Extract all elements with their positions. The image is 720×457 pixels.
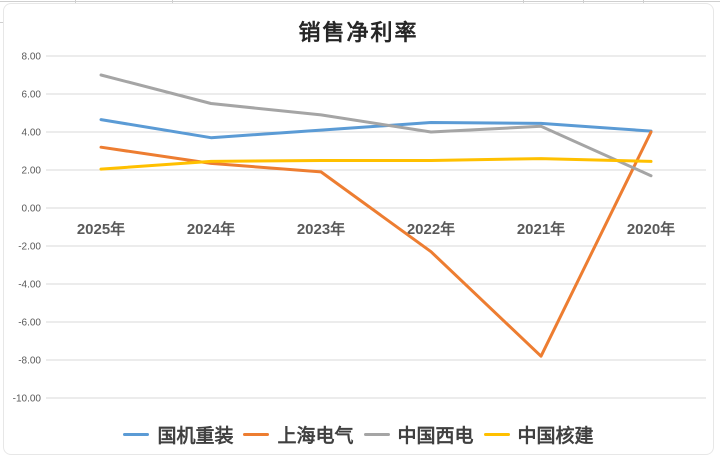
- legend-item-guoji-zhongzhuang[interactable]: 国机重装: [123, 421, 233, 448]
- spreadsheet-column-border: [643, 0, 644, 4]
- legend-item-zhongguo-xidian[interactable]: 中国西电: [363, 421, 474, 448]
- legend-label: 中国西电: [397, 425, 474, 447]
- line-chart-plot[interactable]: 8.00 6.00 4.00 2.00 0.00 -2.00 -4.00 -6.00 -8.00…: [4, 4, 713, 454]
- series-line-0[interactable]: [99, 118, 653, 140]
- y-axis-tick-label: -10.00: [13, 394, 42, 405]
- legend-item-zhongguo-hejian[interactable]: 中国核建: [483, 421, 594, 448]
- legend-line-marker: [363, 432, 390, 436]
- x-axis-category-label: 2023年: [297, 220, 345, 238]
- y-axis-tick-label: 4.00: [22, 128, 42, 139]
- series-line-1[interactable]: [99, 130, 653, 358]
- legend-label: 中国核建: [517, 425, 594, 447]
- series-line-2[interactable]: [99, 73, 653, 178]
- chart-title: 销售净利率: [298, 20, 419, 45]
- x-axis-category-label: 2020年: [627, 220, 675, 238]
- spreadsheet-column-border: [172, 0, 173, 4]
- legend-line-marker: [483, 432, 510, 436]
- y-axis-tick-label: 6.00: [22, 90, 42, 101]
- y-axis-tick-label: 8.00: [22, 52, 42, 63]
- legend-item-shanghai-dianqi[interactable]: 上海电气: [243, 421, 354, 448]
- y-axis-tick-label: 0.00: [22, 204, 42, 215]
- chart-area[interactable]: 销售净利率 8.00 6.00 4.00 2.00 0.00 -2.00 -4.00 -6.0…: [3, 3, 714, 455]
- y-axis-tick-label: -4.00: [18, 280, 41, 291]
- series-line-3[interactable]: [99, 157, 653, 171]
- spreadsheet-column-border: [523, 0, 524, 4]
- legend-line-marker: [243, 432, 270, 436]
- spreadsheet-column-border: [583, 0, 584, 4]
- chart-legend: 国机重装 上海电气 中国西电 中国核建: [4, 418, 713, 450]
- legend-label: 国机重装: [157, 425, 234, 447]
- y-axis-tick-label: -2.00: [18, 242, 41, 253]
- spreadsheet-row-border: [0, 22, 3, 23]
- x-axis-category-label: 2024年: [187, 220, 235, 238]
- spreadsheet-column-border: [75, 0, 76, 4]
- x-axis-category-label: 2025年: [77, 220, 125, 238]
- legend-label: 上海电气: [277, 425, 354, 447]
- legend-line-marker: [123, 432, 150, 436]
- x-axis-category-label: 2022年: [407, 220, 455, 238]
- x-axis-category-label: 2021年: [517, 220, 565, 238]
- y-axis-tick-label: -6.00: [18, 318, 41, 329]
- y-axis-tick-label: -8.00: [18, 356, 41, 367]
- spreadsheet-gridline: [0, 1, 720, 2]
- y-axis-tick-label: 2.00: [22, 166, 42, 177]
